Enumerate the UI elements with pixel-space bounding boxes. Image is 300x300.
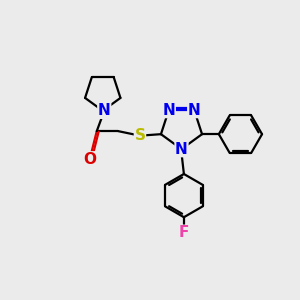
Text: N: N bbox=[188, 103, 201, 118]
Text: O: O bbox=[83, 152, 96, 167]
Text: N: N bbox=[98, 103, 111, 118]
Text: F: F bbox=[179, 225, 189, 240]
Text: S: S bbox=[134, 128, 146, 143]
Text: N: N bbox=[162, 103, 175, 118]
Text: N: N bbox=[175, 142, 188, 157]
